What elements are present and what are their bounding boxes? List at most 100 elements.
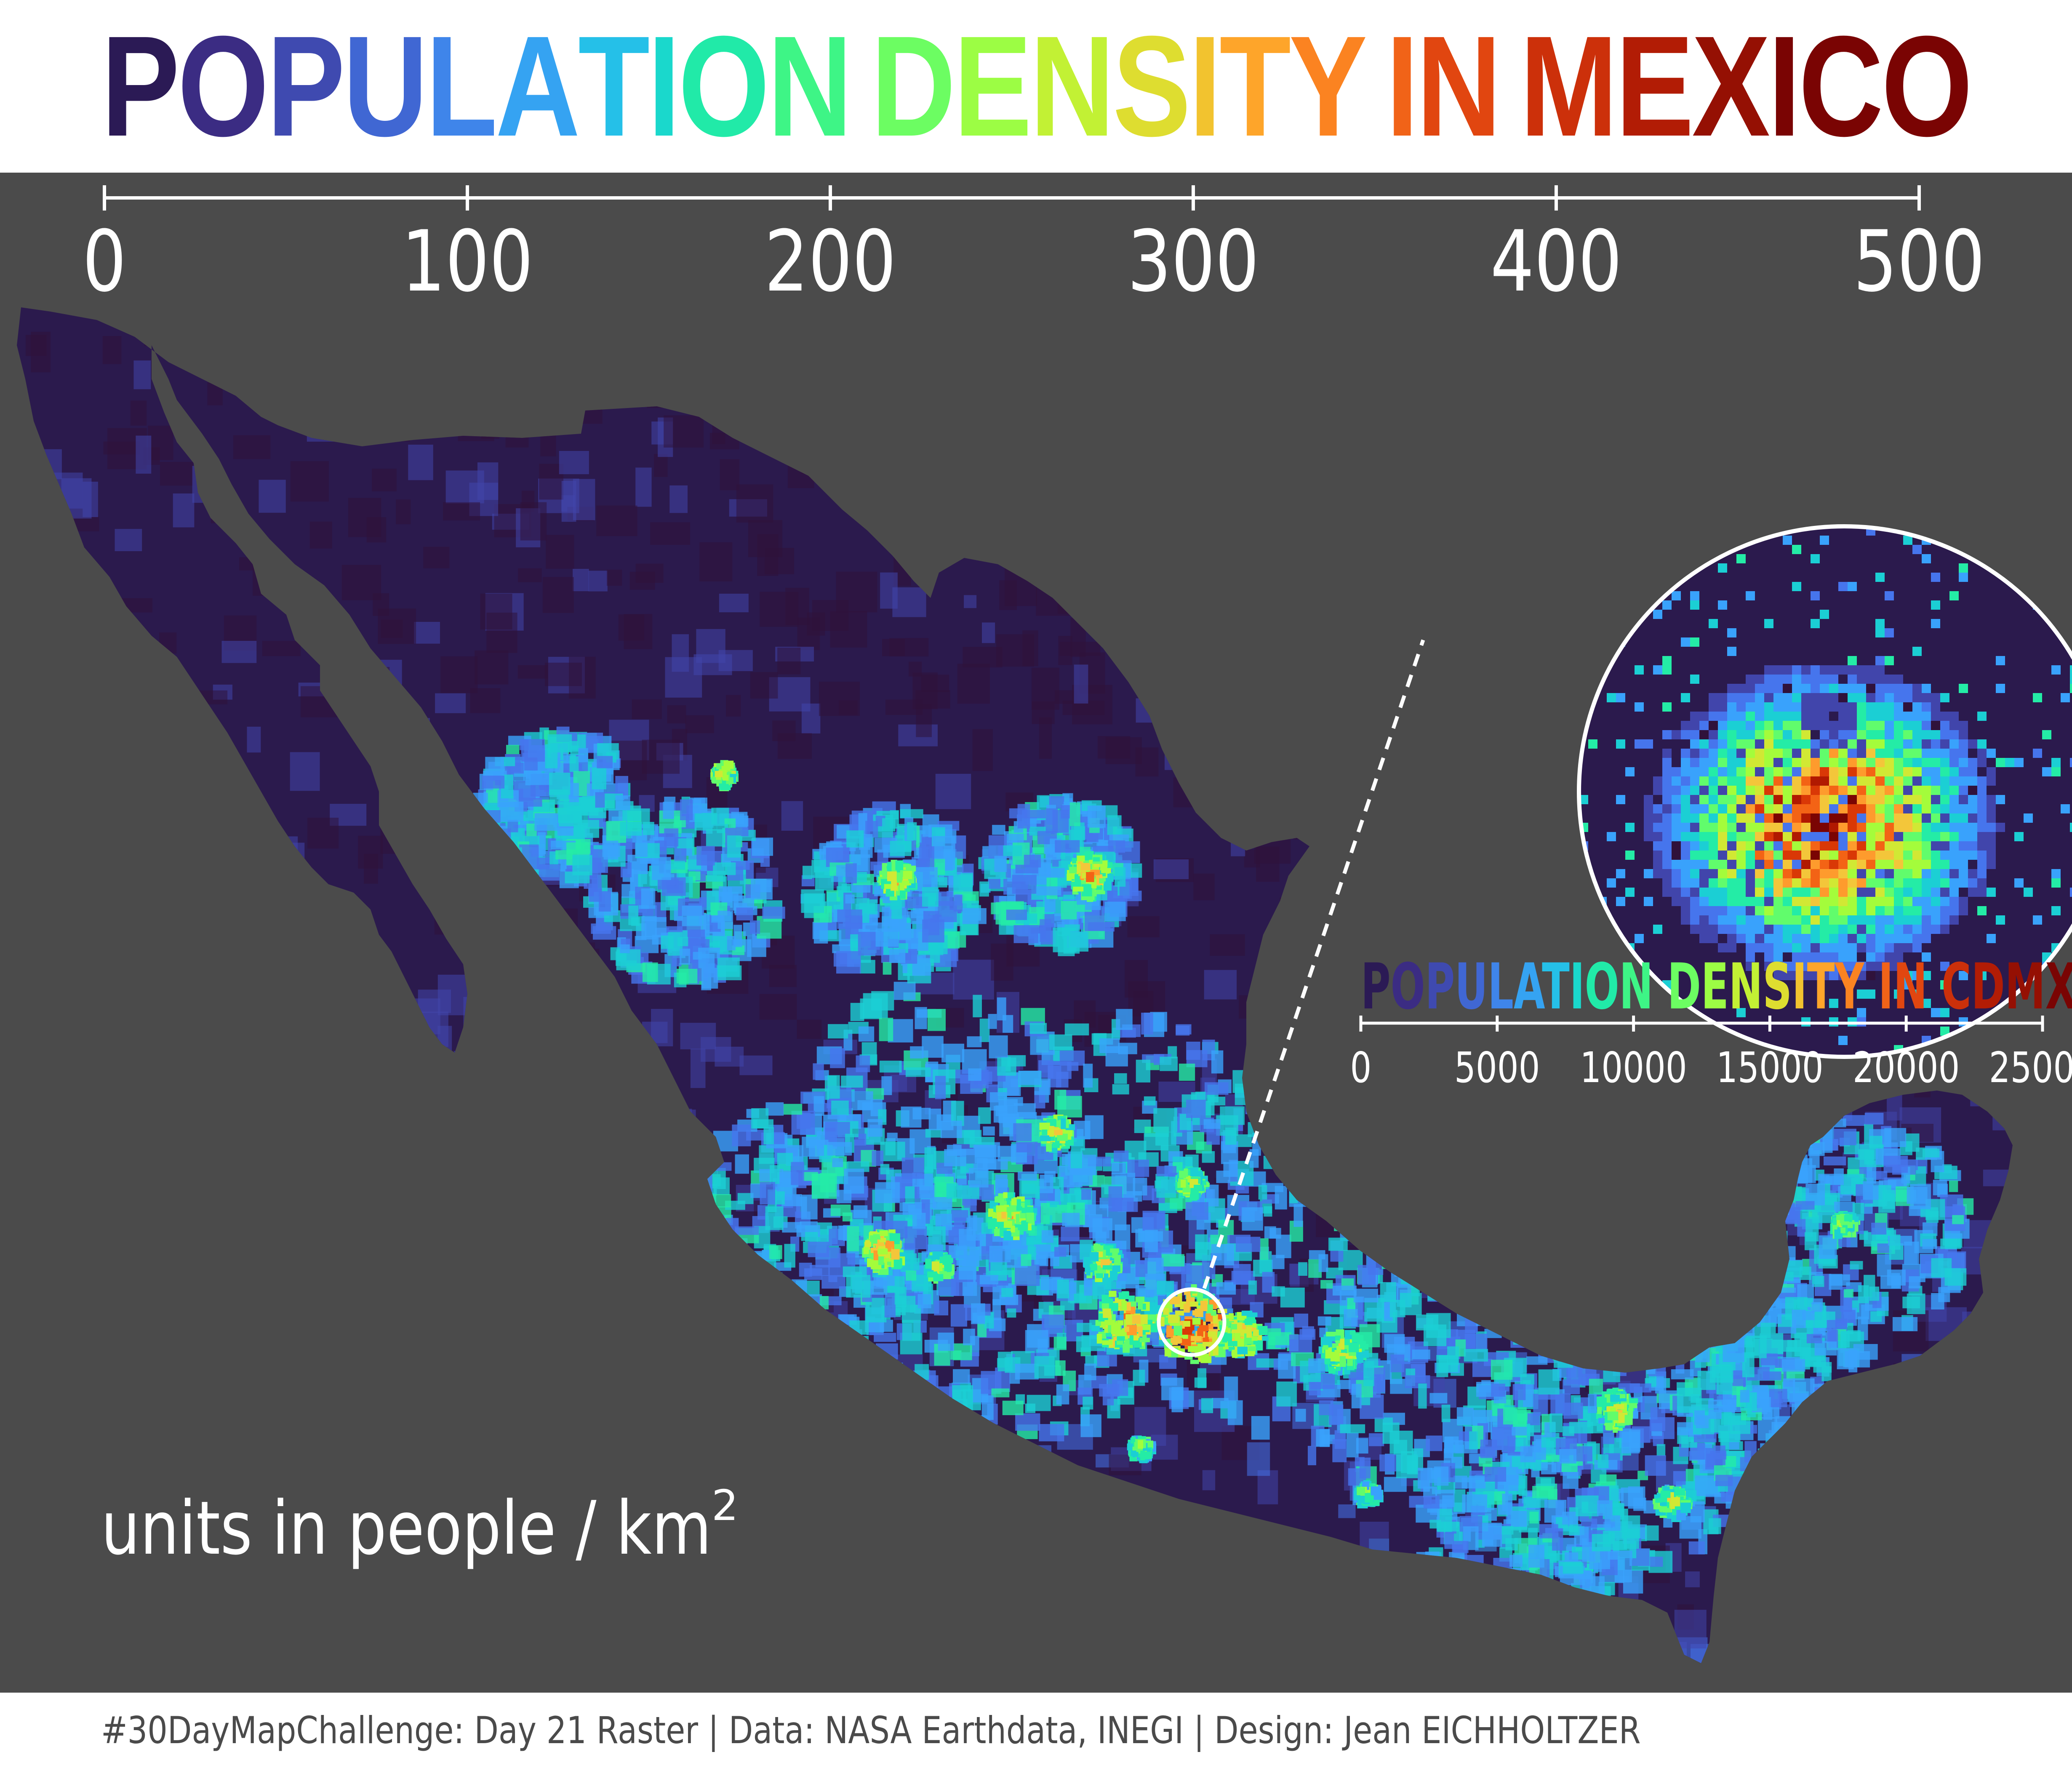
raster-cell — [585, 1154, 604, 1172]
raster-cell — [1906, 1602, 1941, 1638]
raster-cell — [1254, 832, 1291, 864]
raster-cell — [594, 1419, 635, 1448]
raster-cell — [700, 1313, 733, 1331]
raster-cell — [1567, 1268, 1588, 1277]
raster-cell — [1042, 1315, 1064, 1329]
raster-cell — [1546, 1256, 1564, 1272]
raster-cell — [1858, 1389, 1880, 1412]
raster-cell — [1510, 1336, 1527, 1348]
raster-cell — [1424, 319, 1443, 350]
raster-cell — [365, 1245, 405, 1281]
raster-cell — [750, 878, 773, 900]
raster-cell — [390, 1568, 416, 1596]
raster-cell — [1690, 420, 1731, 439]
raster-cell — [1799, 1468, 1816, 1489]
raster-cell — [751, 325, 767, 360]
raster-cell — [68, 1540, 104, 1574]
raster-cell — [1316, 1214, 1352, 1237]
raster-cell — [1867, 1386, 1885, 1405]
raster-cell — [416, 1251, 448, 1270]
raster-cell — [1443, 496, 1478, 520]
raster-cell — [959, 1255, 976, 1280]
raster-cell — [1074, 664, 1088, 704]
raster-cell — [1164, 750, 1192, 770]
raster-cell — [791, 1307, 801, 1321]
raster-cell — [22, 1013, 46, 1028]
raster-cell — [652, 1235, 667, 1250]
raster-cell — [1675, 1328, 1701, 1341]
raster-cell — [1781, 1359, 1805, 1372]
raster-cell — [405, 1611, 437, 1635]
raster-cell — [1057, 1279, 1069, 1299]
raster-cell — [545, 744, 558, 768]
raster-cell — [1769, 1389, 1787, 1408]
raster-cell — [525, 1298, 562, 1319]
raster-cell — [353, 321, 372, 361]
raster-cell — [1220, 561, 1248, 590]
raster-cell — [1343, 1106, 1354, 1121]
raster-cell — [86, 1608, 129, 1637]
raster-cell — [37, 1016, 68, 1052]
raster-cell — [1246, 1549, 1275, 1592]
raster-cell — [925, 1129, 942, 1138]
raster-cell — [1934, 1393, 1973, 1408]
raster-cell — [1114, 1073, 1127, 1084]
raster-cell — [892, 587, 926, 617]
raster-cell — [969, 1419, 982, 1428]
raster-cell — [1841, 1441, 1856, 1466]
raster-cell — [845, 863, 857, 883]
raster-cell — [786, 1311, 806, 1325]
raster-cell — [849, 1320, 869, 1335]
raster-cell — [635, 467, 652, 507]
raster-cell — [1277, 1157, 1299, 1171]
raster-cell — [33, 1297, 56, 1318]
raster-cell — [1752, 1466, 1765, 1487]
raster-cell — [1780, 1185, 1795, 1199]
raster-cell — [967, 1036, 982, 1048]
raster-cell — [1946, 351, 1984, 369]
raster-cell — [781, 801, 803, 831]
raster-cell — [1597, 1230, 1624, 1249]
raster-cell — [252, 1102, 288, 1128]
raster-cell — [559, 451, 589, 475]
raster-cell — [696, 629, 725, 663]
raster-cell — [1630, 1325, 1653, 1342]
raster-cell — [928, 1108, 941, 1131]
raster-cell — [1889, 1235, 1901, 1250]
raster-cell — [693, 804, 702, 814]
scale-tick-label: 500 — [1853, 213, 1985, 311]
raster-cell — [950, 1304, 968, 1327]
raster-cell — [1871, 1222, 1887, 1235]
raster-cell — [1864, 1150, 1874, 1165]
raster-cell — [1645, 1525, 1659, 1541]
raster-cell — [1421, 1252, 1444, 1261]
raster-cell — [1317, 1316, 1331, 1326]
raster-cell — [380, 824, 405, 854]
raster-cell — [1445, 346, 1472, 367]
raster-cell — [1440, 1258, 1460, 1285]
raster-cell — [1283, 1593, 1321, 1607]
raster-cell — [1155, 1132, 1176, 1146]
raster-cell — [1186, 1099, 1206, 1118]
raster-cell — [1382, 1422, 1400, 1444]
raster-cell — [1780, 1455, 1790, 1478]
raster-cell — [1080, 374, 1121, 416]
raster-cell — [1883, 1156, 1908, 1173]
raster-cell — [1083, 1397, 1093, 1410]
raster-cell — [1310, 1581, 1342, 1621]
raster-cell — [1224, 1612, 1251, 1629]
raster-cell — [1541, 757, 1554, 776]
raster-cell — [396, 499, 411, 525]
raster-cell — [1629, 1235, 1666, 1277]
raster-cell — [142, 822, 165, 838]
raster-cell — [1660, 1328, 1681, 1344]
raster-cell — [294, 1443, 320, 1467]
raster-cell — [1844, 1289, 1853, 1298]
raster-cell — [159, 632, 177, 654]
raster-cell — [760, 854, 770, 867]
raster-cell — [632, 699, 662, 719]
raster-cell — [743, 1413, 783, 1440]
raster-cell — [75, 1011, 98, 1047]
raster-cell — [1357, 1138, 1377, 1157]
raster-cell — [1125, 425, 1144, 451]
